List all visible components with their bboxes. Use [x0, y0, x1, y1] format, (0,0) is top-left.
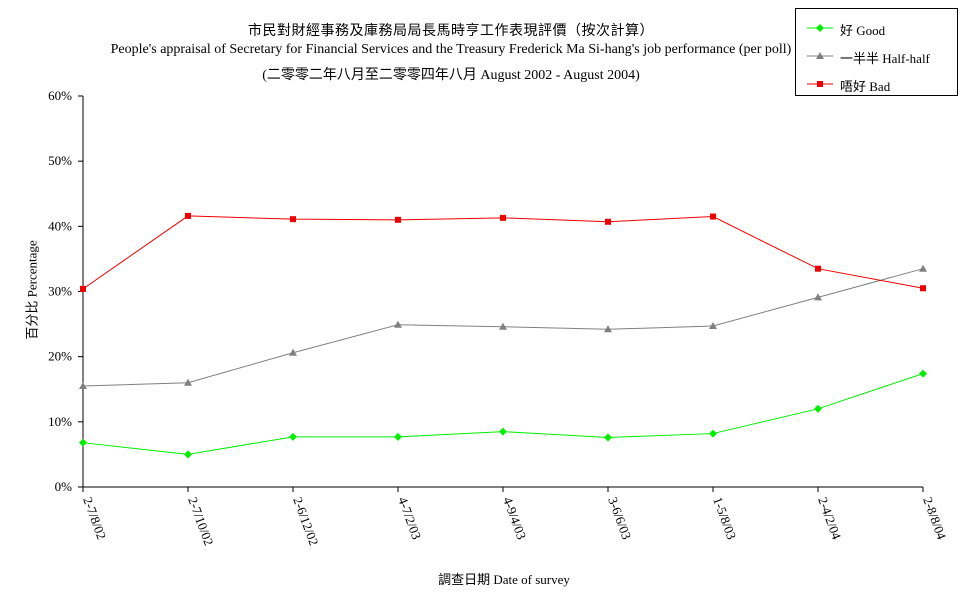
legend: 好 Good 一半半 Half-half 唔好 Bad [795, 8, 958, 96]
legend-item-good: 好 Good [796, 18, 957, 38]
data-point-good [184, 450, 192, 459]
chart-title-chinese: 市民對財經事務及庫務局局長馬時亨工作表現評價（按次計算） [248, 24, 654, 39]
data-point-half-half [289, 348, 297, 356]
y-tick-label: 0% [55, 479, 73, 494]
data-point-good [814, 404, 822, 413]
legend-label-bad: 唔好 Bad [840, 79, 891, 94]
data-point-good [499, 427, 507, 436]
data-point-bad [290, 216, 296, 223]
x-tick-label: 4-7/2/03 [395, 495, 424, 542]
legend-swatch-bad [807, 81, 833, 87]
x-tick-label: 3-6/6/03 [605, 495, 634, 542]
legend-swatch-half-half [807, 52, 833, 59]
data-point-half-half [499, 322, 507, 330]
y-axis-label: 百分比 Percentage [24, 240, 40, 340]
series-line-good [82, 373, 924, 455]
data-point-half-half [814, 293, 822, 301]
y-tick-label: 40% [48, 218, 72, 233]
series-line-bad [82, 215, 924, 290]
legend-label-half-half: 一半半 Half-half [840, 51, 930, 66]
data-point-bad [605, 218, 611, 225]
x-tick-label: 2-7/10/02 [185, 495, 216, 548]
x-tick-label: 2-4/2/04 [815, 495, 844, 542]
data-point-bad [815, 265, 821, 272]
x-tick-label: 1-5/8/03 [710, 495, 739, 542]
data-point-bad [920, 285, 926, 292]
x-tick-label: 4-9/4/03 [500, 495, 529, 542]
data-point-good [289, 432, 297, 441]
legend-swatch-good [807, 24, 833, 32]
x-axis-label: 調查日期 Date of survey [438, 572, 570, 587]
data-point-half-half [394, 320, 402, 328]
data-point-half-half [79, 381, 87, 389]
data-point-bad [395, 216, 401, 223]
data-point-bad [80, 285, 86, 292]
data-point-half-half [709, 322, 717, 330]
data-point-half-half [184, 378, 192, 386]
legend-item-bad: 唔好 Bad [796, 74, 957, 94]
data-point-half-half [919, 264, 927, 272]
y-tick-label: 60% [48, 88, 72, 103]
y-tick-label: 10% [48, 414, 72, 429]
data-point-good [394, 432, 402, 441]
x-tick-label: 2-8/8/04 [920, 495, 949, 542]
data-point-bad [500, 214, 506, 221]
chart-title-english: People's appraisal of Secretary for Fina… [110, 42, 792, 57]
y-tick-label: 30% [48, 284, 72, 299]
y-tick-label: 50% [48, 153, 72, 168]
legend-label-good: 好 Good [840, 23, 886, 38]
data-point-bad [185, 212, 191, 219]
legend-item-half-half: 一半半 Half-half [796, 46, 957, 66]
chart-subtitle-date-range: (二零零二年八月至二零零四年八月 August 2002 - August 20… [262, 68, 640, 83]
data-point-half-half [604, 325, 612, 333]
data-point-bad [710, 213, 716, 220]
y-tick-label: 20% [48, 349, 72, 364]
data-point-good [919, 369, 927, 378]
data-point-good [79, 438, 87, 447]
x-tick-label: 2-6/12/02 [290, 495, 321, 548]
data-point-good [709, 429, 717, 438]
x-tick-label: 2-7/8/02 [80, 495, 109, 542]
data-point-good [604, 433, 612, 442]
